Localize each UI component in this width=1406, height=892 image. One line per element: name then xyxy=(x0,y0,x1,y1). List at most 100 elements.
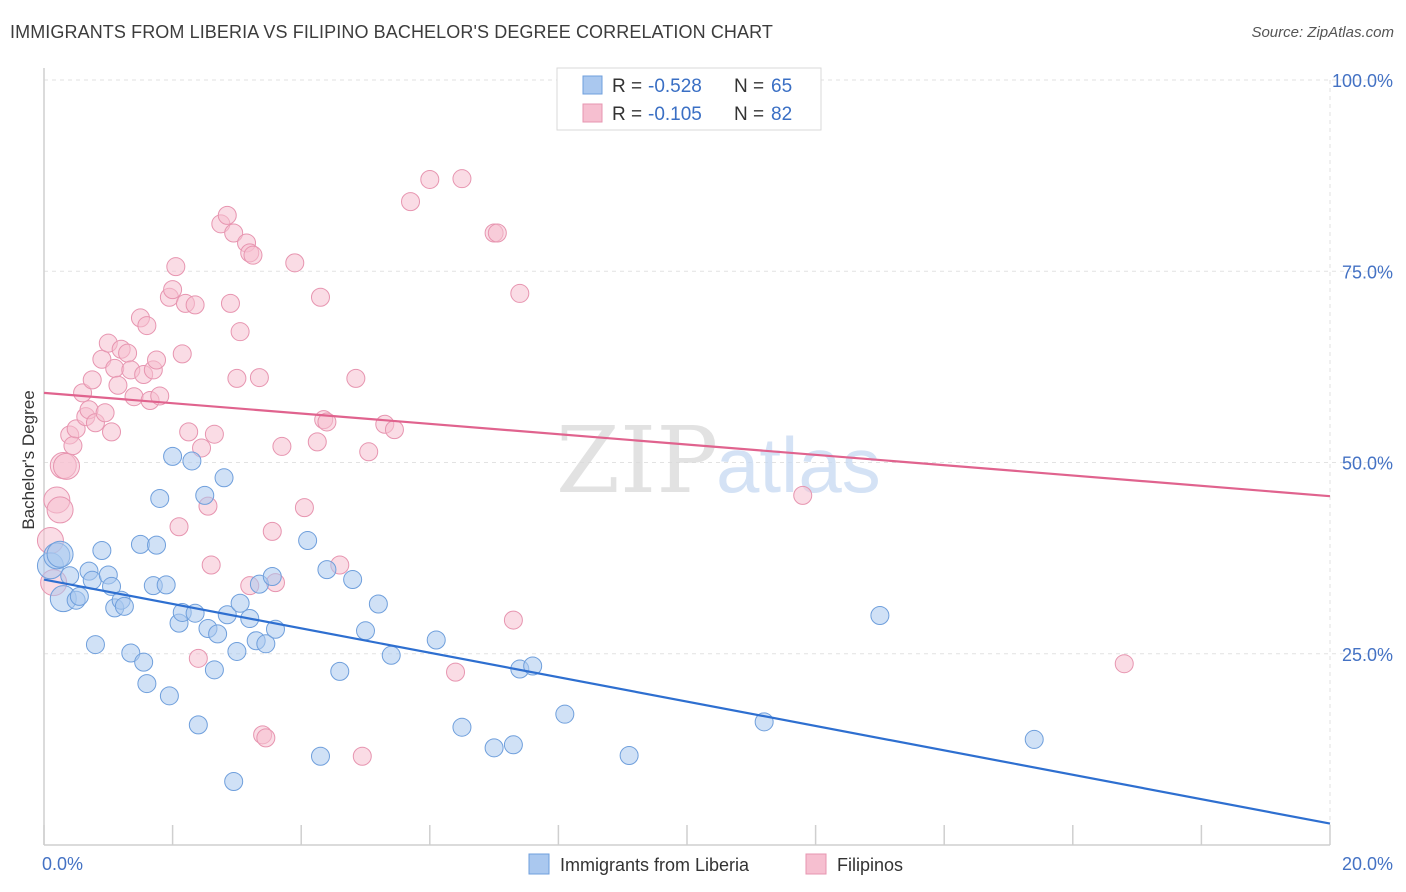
filipinos-point xyxy=(172,344,192,364)
filipinos-point xyxy=(452,169,472,189)
filipinos-point xyxy=(272,436,292,456)
y-tick-label: 50.0% xyxy=(1342,454,1393,474)
watermark: ZIP atlas xyxy=(556,407,881,514)
filipinos-point xyxy=(185,295,205,315)
filipinos-point xyxy=(204,424,224,444)
liberia-point xyxy=(137,674,157,694)
liberia-point xyxy=(114,596,134,616)
liberia-point xyxy=(870,606,890,625)
liberia-point xyxy=(484,738,504,758)
filipinos-point xyxy=(147,350,167,370)
filipinos-point xyxy=(118,343,138,363)
filipinos-point xyxy=(346,368,366,388)
legend: R = -0.528 N = 65 R = -0.105 N = 82 xyxy=(556,67,822,131)
liberia-point xyxy=(503,735,523,755)
liberia-point xyxy=(262,566,282,586)
filipinos-point xyxy=(446,662,466,682)
liberia-point xyxy=(256,634,276,654)
y-tick-label: 100.0% xyxy=(1332,71,1393,91)
filipinos-point xyxy=(249,368,269,388)
liberia-point xyxy=(381,645,401,665)
x-tick-label: 20.0% xyxy=(1342,854,1393,874)
legend-r-value-pink: -0.105 xyxy=(648,104,702,125)
liberia-point xyxy=(619,745,639,765)
liberia-point xyxy=(368,594,388,614)
trend-lines xyxy=(43,391,1331,825)
filipinos-point xyxy=(150,386,170,406)
tick-labels: 25.0% 50.0% 75.0% 100.0% 0.0% 20.0% xyxy=(42,71,1393,874)
filipinos-point xyxy=(163,280,183,300)
watermark-zip: ZIP xyxy=(556,407,718,514)
liberia-point xyxy=(159,686,179,706)
filipinos-point xyxy=(793,485,813,505)
filipinos-point xyxy=(510,283,530,303)
filipinos-point xyxy=(166,257,186,277)
series-legend-label-blue: Immigrants from Liberia xyxy=(560,855,750,875)
liberia-point xyxy=(69,586,89,606)
liberia-point xyxy=(214,468,234,488)
y-axis-label: Bachelor's Degree xyxy=(19,390,38,529)
liberia-point xyxy=(426,630,446,650)
legend-swatch-pink xyxy=(582,103,603,123)
liberia-point xyxy=(121,643,141,663)
series-legend-swatch-blue xyxy=(528,853,550,875)
filipinos-point xyxy=(169,517,189,537)
filipinos-point xyxy=(503,610,523,630)
filipinos-point xyxy=(420,169,440,189)
chart-title: IMMIGRANTS FROM LIBERIA VS FILIPINO BACH… xyxy=(10,22,773,42)
filipinos-point xyxy=(487,223,507,243)
liberia-point xyxy=(1024,729,1044,749)
filipinos-point xyxy=(179,422,199,442)
filipinos-point xyxy=(310,287,330,307)
liberia-point xyxy=(298,531,318,551)
liberia-point xyxy=(343,570,363,590)
liberia-point xyxy=(195,485,215,505)
liberia-point xyxy=(46,540,74,568)
filipinos-point xyxy=(102,422,122,442)
filipinos-point xyxy=(227,368,247,388)
filipinos-point xyxy=(401,192,421,212)
legend-r-label-pink: R = xyxy=(612,104,647,125)
axes xyxy=(43,68,1331,846)
filipinos-point xyxy=(294,498,314,518)
y-tick-label: 75.0% xyxy=(1342,262,1393,282)
x-tick-label: 0.0% xyxy=(42,854,83,874)
filipinos-point xyxy=(262,521,282,541)
filipinos-point xyxy=(82,370,102,390)
filipinos-point xyxy=(307,432,327,452)
filipinos-point xyxy=(46,496,74,524)
filipinos-point xyxy=(108,375,128,395)
filipinos-point xyxy=(285,253,305,273)
liberia-point xyxy=(230,593,250,613)
filipinos-point xyxy=(220,293,240,313)
liberia-point xyxy=(356,621,375,641)
liberia-point xyxy=(60,566,80,586)
liberia-point xyxy=(147,535,167,555)
filipinos-point xyxy=(217,205,237,225)
chart-source: Source: ZipAtlas.com xyxy=(1251,24,1394,41)
filipinos-point xyxy=(317,412,337,432)
liberia-point xyxy=(134,652,154,672)
filipinos-point xyxy=(92,349,112,369)
filipinos-point xyxy=(192,438,212,458)
filipinos-point xyxy=(201,555,221,575)
liberia-points xyxy=(36,446,1044,792)
legend-n-value-pink: 82 xyxy=(771,104,792,125)
filipinos-point xyxy=(359,442,379,462)
liberia-point xyxy=(224,772,244,792)
legend-n-label-pink: N = xyxy=(734,104,769,125)
legend-n-value-blue: 65 xyxy=(771,76,792,97)
filipinos-point xyxy=(124,387,144,407)
liberia-point xyxy=(555,704,575,724)
filipinos-point xyxy=(105,358,125,378)
filipinos-point xyxy=(53,452,81,480)
liberia-point xyxy=(85,635,105,655)
series-legend-swatch-pink xyxy=(805,853,827,875)
legend-n-label-blue: N = xyxy=(734,76,769,97)
liberia-point xyxy=(130,534,150,554)
liberia-point xyxy=(317,560,337,580)
series-legend-label-pink: Filipinos xyxy=(837,855,903,875)
legend-swatch-blue xyxy=(582,75,603,95)
liberia-point xyxy=(163,446,183,466)
